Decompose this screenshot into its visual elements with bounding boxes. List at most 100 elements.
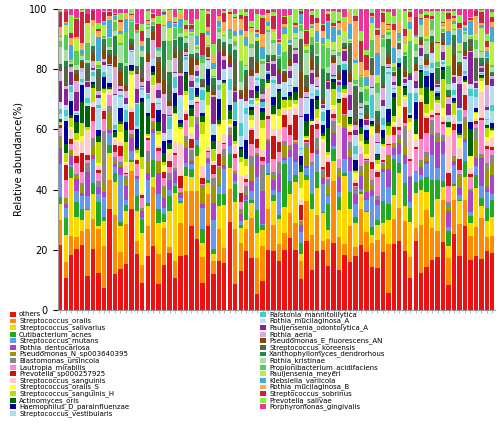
Bar: [140, 195, 144, 198]
Bar: [402, 52, 407, 55]
Bar: [244, 65, 248, 66]
Bar: [64, 25, 68, 36]
Bar: [348, 117, 352, 118]
Bar: [173, 186, 178, 193]
Bar: [168, 106, 172, 115]
Bar: [86, 127, 90, 130]
Bar: [490, 17, 494, 22]
Bar: [228, 145, 232, 154]
Bar: [386, 64, 390, 67]
Bar: [436, 62, 440, 67]
Bar: [436, 68, 440, 80]
Bar: [58, 164, 62, 197]
Bar: [102, 9, 106, 11]
Bar: [140, 82, 144, 86]
Bar: [430, 21, 434, 30]
Bar: [326, 230, 330, 239]
Bar: [190, 164, 194, 169]
Bar: [140, 211, 144, 218]
Bar: [238, 215, 243, 221]
Bar: [184, 54, 188, 56]
Bar: [112, 95, 117, 125]
Bar: [408, 178, 412, 202]
Bar: [64, 198, 68, 204]
Bar: [80, 136, 84, 141]
Bar: [58, 114, 62, 119]
Bar: [134, 179, 139, 196]
Bar: [112, 140, 117, 145]
Bar: [184, 163, 188, 167]
Bar: [288, 66, 292, 71]
Text: Streptococcus_salivarius: Streptococcus_salivarius: [19, 324, 105, 331]
Bar: [134, 241, 139, 254]
Bar: [206, 163, 210, 180]
Bar: [293, 49, 298, 50]
Bar: [402, 95, 407, 97]
Bar: [146, 173, 150, 180]
Bar: [255, 178, 260, 210]
Bar: [490, 76, 494, 79]
Bar: [129, 160, 134, 162]
Bar: [206, 35, 210, 45]
Bar: [359, 41, 363, 62]
Bar: [112, 67, 117, 95]
Bar: [430, 43, 434, 50]
Bar: [74, 112, 79, 113]
Bar: [359, 31, 363, 41]
Bar: [375, 240, 380, 268]
Bar: [282, 161, 286, 165]
Bar: [474, 139, 478, 158]
Bar: [479, 66, 484, 68]
Bar: [190, 150, 194, 159]
Bar: [484, 85, 489, 107]
Bar: [190, 25, 194, 29]
Bar: [446, 11, 450, 12]
Bar: [146, 25, 150, 27]
Bar: [441, 23, 445, 25]
Bar: [91, 50, 95, 53]
Bar: [380, 87, 385, 100]
Bar: [386, 126, 390, 135]
Bar: [293, 87, 298, 92]
Bar: [326, 185, 330, 195]
Bar: [332, 109, 336, 114]
Bar: [332, 50, 336, 51]
Bar: [348, 130, 352, 132]
Bar: [359, 115, 363, 119]
Bar: [250, 32, 254, 44]
Bar: [228, 119, 232, 124]
Bar: [402, 66, 407, 72]
Bar: [184, 36, 188, 38]
Bar: [216, 39, 221, 42]
Bar: [228, 124, 232, 126]
Bar: [255, 41, 260, 60]
Bar: [64, 208, 68, 218]
Bar: [397, 130, 402, 135]
Bar: [424, 267, 429, 310]
Bar: [458, 176, 462, 188]
Bar: [310, 28, 314, 37]
Bar: [419, 175, 424, 181]
Bar: [479, 23, 484, 25]
Bar: [375, 9, 380, 29]
Bar: [288, 37, 292, 40]
Bar: [146, 180, 150, 203]
Bar: [484, 187, 489, 192]
Bar: [108, 83, 112, 87]
Bar: [320, 104, 325, 105]
Bar: [124, 129, 128, 142]
Bar: [124, 200, 128, 205]
Bar: [206, 59, 210, 60]
Bar: [414, 81, 418, 88]
Bar: [446, 90, 450, 95]
Bar: [91, 68, 95, 70]
Bar: [250, 90, 254, 98]
Bar: [436, 9, 440, 11]
Bar: [102, 93, 106, 108]
Bar: [320, 132, 325, 136]
Bar: [228, 135, 232, 145]
Text: Streptococcus_oralis: Streptococcus_oralis: [19, 318, 91, 324]
Bar: [238, 202, 243, 209]
Bar: [402, 221, 407, 252]
Bar: [266, 116, 270, 119]
